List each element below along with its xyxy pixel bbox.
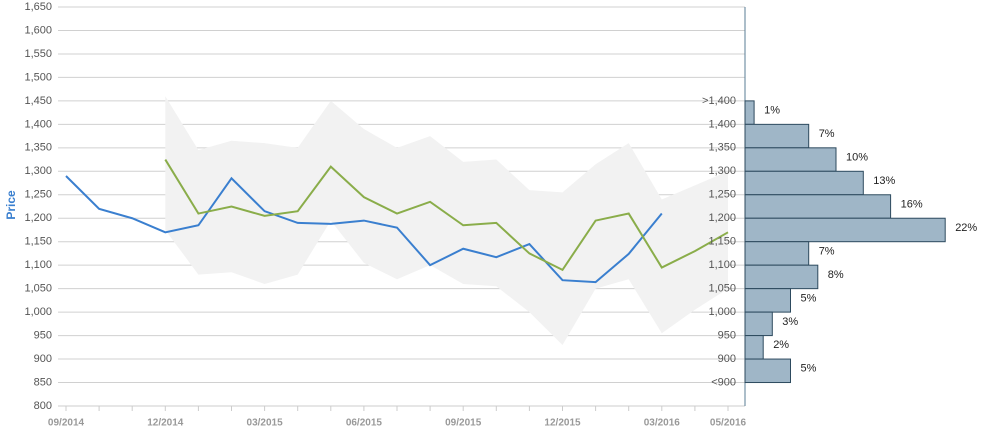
- bin-label: 1,000: [708, 306, 736, 318]
- y-tick-label: 1,050: [24, 283, 52, 295]
- x-tick-label: 12/2015: [544, 418, 581, 429]
- bar-value-label: 8%: [828, 269, 844, 281]
- bin-label: 900: [718, 353, 736, 365]
- histogram-bar: [744, 311, 773, 337]
- y-tick-label: 1,300: [24, 165, 52, 177]
- x-tick-label: 09/2015: [445, 418, 482, 429]
- bar-value-label: 16%: [901, 198, 923, 210]
- histogram-bar: [744, 241, 810, 266]
- y-tick-label: 1,500: [24, 71, 52, 83]
- bin-label: <900: [711, 376, 736, 388]
- line-series: [164, 159, 729, 272]
- x-tick-label: 06/2015: [346, 418, 383, 429]
- y-tick-label: 1,150: [24, 236, 52, 248]
- y-tick-label: 1,550: [24, 48, 52, 60]
- histogram-bar: [744, 217, 946, 243]
- bar-value-label: 2%: [773, 339, 789, 351]
- y-tick-label: 800: [34, 400, 52, 412]
- y-tick-label: 1,000: [24, 306, 52, 318]
- histogram-bar: [744, 194, 892, 219]
- bar-value-label: 3%: [782, 316, 798, 328]
- histogram-bar: [744, 147, 837, 172]
- y-tick-label: 1,650: [24, 1, 52, 13]
- bin-label: 1,100: [708, 259, 736, 271]
- bar-value-label: 7%: [819, 245, 835, 257]
- line-series: [65, 175, 663, 284]
- bar-value-label: 1%: [764, 105, 780, 117]
- bar-value-label: 7%: [819, 128, 835, 140]
- bin-label: 950: [718, 329, 736, 341]
- bin-label: 1,400: [708, 118, 736, 130]
- y-tick-label: 1,350: [24, 142, 52, 154]
- y-tick-label: 1,400: [24, 118, 52, 130]
- y-tick-label: 850: [34, 376, 52, 388]
- bin-label: 1,300: [708, 165, 736, 177]
- x-tick-label: 03/2015: [247, 418, 284, 429]
- range-band: [165, 96, 729, 345]
- histogram-bar: [744, 264, 819, 290]
- bar-value-label: 5%: [801, 363, 817, 375]
- histogram-bar: [744, 123, 810, 149]
- x-tick-label: 05/2016: [710, 418, 747, 429]
- y-tick-label: 1,100: [24, 259, 52, 271]
- bar-value-label: 5%: [801, 292, 817, 304]
- bin-label: 1,350: [708, 142, 736, 154]
- bin-label: 1,200: [708, 212, 736, 224]
- y-tick-label: 950: [34, 329, 52, 341]
- histogram-bar: [744, 170, 864, 196]
- bar-value-label: 10%: [846, 151, 868, 163]
- bin-label: 1,250: [708, 189, 736, 201]
- x-tick-label: 03/2016: [644, 418, 681, 429]
- x-tick-label: 12/2014: [147, 418, 184, 429]
- y-tick-label: 1,600: [24, 24, 52, 36]
- y-tick-label: 1,200: [24, 212, 52, 224]
- bar-value-label: 13%: [873, 175, 895, 187]
- y-tick-label: 1,250: [24, 189, 52, 201]
- histogram-bar: [744, 358, 791, 384]
- y-axis-label: Price: [4, 190, 18, 220]
- x-tick-label: 09/2014: [48, 418, 85, 429]
- bin-label: >1,400: [702, 95, 736, 107]
- bar-value-label: 22%: [955, 222, 977, 234]
- histogram-bar: [744, 288, 791, 313]
- histogram-bar: [744, 100, 755, 125]
- y-tick-label: 1,450: [24, 95, 52, 107]
- histogram-bar: [744, 335, 764, 360]
- y-tick-label: 900: [34, 353, 52, 365]
- bin-label: 1,150: [708, 236, 736, 248]
- bin-label: 1,050: [708, 283, 736, 295]
